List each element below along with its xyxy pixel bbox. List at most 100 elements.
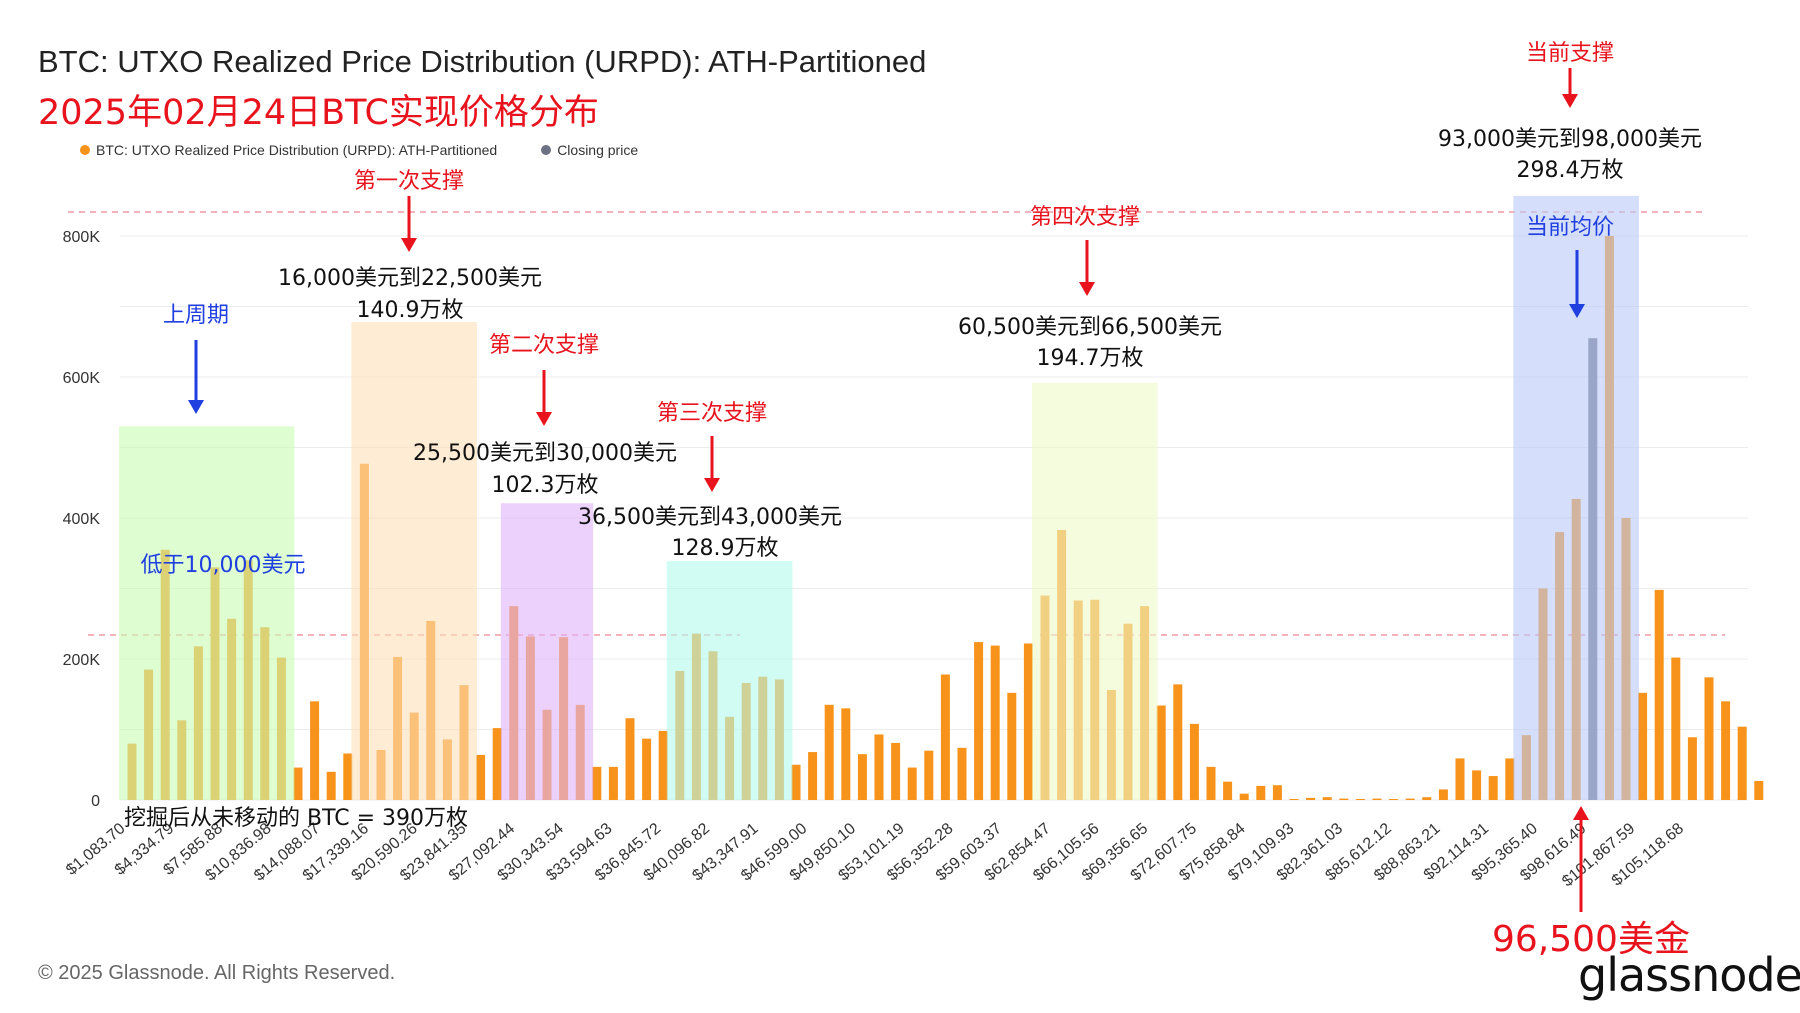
label-support-4-amount: 194.7万枚 xyxy=(1037,346,1144,371)
bar xyxy=(1289,799,1299,800)
label-support-2-amount: 102.3万枚 xyxy=(492,473,599,498)
bar xyxy=(791,764,801,800)
legend-item-urpd[interactable]: BTC: UTXO Realized Price Distribution (U… xyxy=(80,142,497,158)
bar xyxy=(658,730,668,800)
bar xyxy=(1721,701,1731,800)
label-support-4-range: 60,500美元到66,500美元 xyxy=(958,315,1222,340)
bar xyxy=(1422,797,1432,800)
bar xyxy=(907,767,917,800)
bar xyxy=(924,750,934,800)
y-axis-labels: 0 200K 400K 600K 800K xyxy=(63,229,101,810)
bar xyxy=(293,767,303,800)
arrow-current-avg-head xyxy=(1569,304,1585,318)
label-prev-cycle: 上周期 xyxy=(163,303,229,328)
label-support-1: 第一次支撑 xyxy=(354,169,464,194)
bar xyxy=(874,734,884,800)
bar xyxy=(891,742,901,800)
bar xyxy=(642,738,652,800)
bar xyxy=(957,747,967,800)
bar xyxy=(1654,589,1664,800)
bar xyxy=(1156,705,1166,800)
label-current-avg: 当前均价 xyxy=(1526,215,1614,240)
bar xyxy=(1488,776,1498,800)
label-support-3-amount: 128.9万枚 xyxy=(672,536,779,561)
bar xyxy=(990,645,1000,800)
bar xyxy=(1405,798,1415,800)
arrow-support-3-head xyxy=(704,478,720,492)
bar xyxy=(841,708,851,800)
bar xyxy=(1239,793,1249,800)
bar xyxy=(1256,785,1266,800)
legend-dot-icon xyxy=(541,145,552,155)
bar xyxy=(1173,684,1183,800)
chart-subtitle: 2025年02月24日BTC实现价格分布 xyxy=(38,93,599,133)
bar xyxy=(625,718,635,800)
label-support-1-range: 16,000美元到22,500美元 xyxy=(278,266,542,291)
label-current-range: 93,000美元到98,000美元 xyxy=(1438,127,1702,152)
bar xyxy=(1223,781,1233,800)
bar xyxy=(1206,766,1216,800)
bar xyxy=(1372,798,1382,800)
bar xyxy=(1339,798,1349,800)
bar xyxy=(824,704,834,800)
bar xyxy=(1671,657,1681,800)
label-support-2: 第二次支撑 xyxy=(489,333,599,358)
glassnode-logo: glassnode xyxy=(1578,948,1800,1002)
bar xyxy=(1306,797,1316,800)
bar xyxy=(1704,677,1714,800)
label-current-support: 当前支撑 xyxy=(1526,41,1614,66)
bar xyxy=(1389,799,1399,800)
label-support-1-amount: 140.9万枚 xyxy=(357,298,464,323)
y-tick-label: 400K xyxy=(63,511,101,528)
bar xyxy=(492,728,502,800)
arrow-current-support-head xyxy=(1562,94,1578,108)
bar xyxy=(1638,692,1648,800)
arrow-support-4-head xyxy=(1079,282,1095,296)
bar xyxy=(1455,758,1465,800)
bar xyxy=(1023,643,1033,800)
support-region xyxy=(666,561,793,800)
bar xyxy=(343,753,353,800)
label-support-2-range: 25,500美元到30,000美元 xyxy=(413,441,677,466)
label-support-3: 第三次支撑 xyxy=(657,401,767,426)
bar xyxy=(1737,726,1747,800)
y-tick-label: 600K xyxy=(63,370,101,387)
bar xyxy=(1355,799,1365,800)
label-below-10k: 低于10,000美元 xyxy=(141,553,306,578)
arrow-prev-cycle-head xyxy=(188,400,204,414)
label-current-amount: 298.4万枚 xyxy=(1517,158,1624,183)
bar xyxy=(1322,797,1332,800)
bar xyxy=(808,752,818,800)
bar xyxy=(310,701,320,800)
arrow-support-2-head xyxy=(536,412,552,426)
chart-title: BTC: UTXO Realized Price Distribution (U… xyxy=(38,44,927,79)
arrow-support-1-head xyxy=(401,238,417,252)
legend-label-closing: Closing price xyxy=(557,142,639,158)
y-tick-label: 800K xyxy=(63,229,101,246)
arrow-closing-price-head xyxy=(1573,806,1589,820)
y-tick-label: 200K xyxy=(63,652,101,669)
bar xyxy=(1754,780,1764,800)
support-regions xyxy=(119,195,1639,800)
bar xyxy=(1505,758,1515,800)
bar xyxy=(940,674,950,800)
bar xyxy=(1007,692,1017,800)
label-support-3-range: 36,500美元到43,000美元 xyxy=(578,505,842,530)
bar xyxy=(1272,785,1282,800)
bar xyxy=(326,771,336,800)
bar xyxy=(476,754,486,800)
bar xyxy=(608,766,618,800)
support-region xyxy=(351,322,477,800)
bar xyxy=(1687,737,1697,800)
bar xyxy=(1472,770,1482,800)
bar xyxy=(974,642,984,800)
legend-label-urpd: BTC: UTXO Realized Price Distribution (U… xyxy=(96,142,498,158)
bar xyxy=(1189,723,1199,800)
legend-dot-icon xyxy=(80,145,90,155)
bar xyxy=(592,766,602,800)
legend-item-closing-price[interactable]: Closing price xyxy=(541,142,638,158)
closing-price-label: 96,500美金 xyxy=(1492,919,1690,960)
legend: BTC: UTXO Realized Price Distribution (U… xyxy=(80,142,638,158)
label-support-4: 第四次支撑 xyxy=(1030,205,1140,230)
